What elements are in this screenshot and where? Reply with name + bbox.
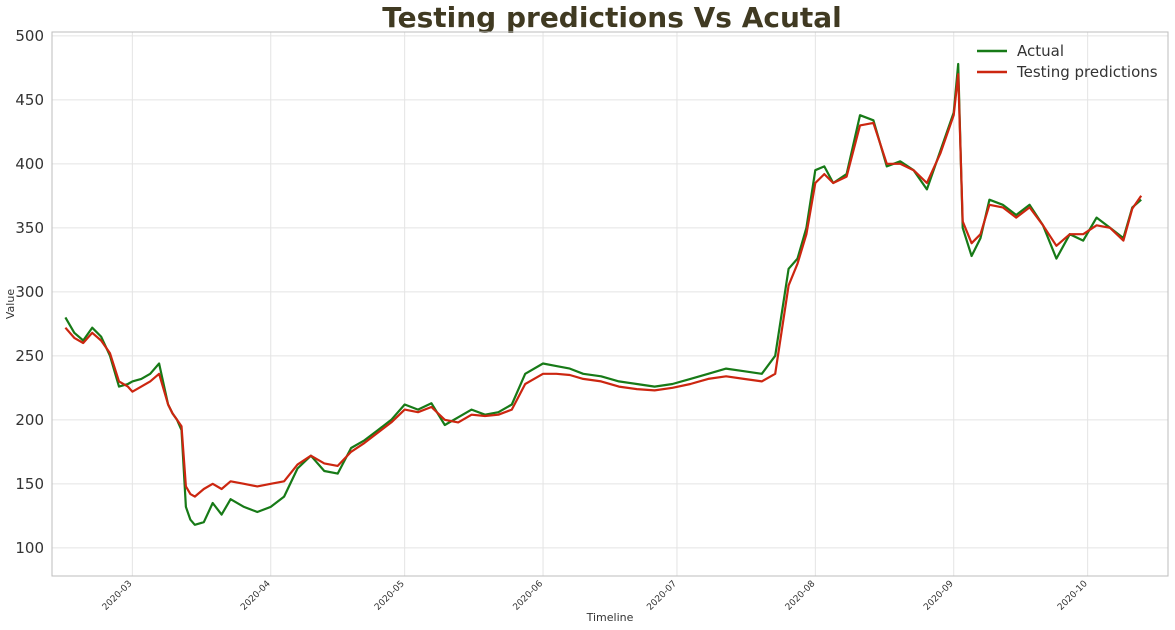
legend: Actual Testing predictions xyxy=(977,42,1158,81)
x-tick-label: 2020-09 xyxy=(922,579,956,613)
series-layer xyxy=(64,62,1143,526)
y-tick-label: 400 xyxy=(15,155,44,173)
y-tick-label: 200 xyxy=(15,411,44,429)
x-axis-label: Timeline xyxy=(586,611,634,624)
x-tick-label: 2020-05 xyxy=(373,579,407,613)
legend-label-testing-predictions: Testing predictions xyxy=(1016,63,1158,81)
x-tick-label: 2020-07 xyxy=(645,579,679,613)
series-line-actual xyxy=(64,62,1142,526)
plot-frame xyxy=(51,31,1169,577)
x-tick-label: 2020-04 xyxy=(239,579,273,613)
x-tick-labels: 2020-03 2020-04 2020-05 2020-06 2020-07 2020-… xyxy=(101,579,1090,613)
x-tick-label: 2020-10 xyxy=(1056,579,1090,613)
grid-lines xyxy=(52,32,1168,576)
y-tick-label: 350 xyxy=(15,219,44,237)
y-tick-label: 250 xyxy=(15,347,44,365)
x-tick-label: 2020-03 xyxy=(101,579,135,613)
y-tick-labels: 100 150 200 250 300 350 400 450 500 xyxy=(15,27,44,557)
series-line-testing-predictions xyxy=(64,73,1143,498)
x-tick-label: 2020-08 xyxy=(784,579,818,613)
chart-title: Testing predictions Vs Acutal xyxy=(382,1,842,34)
y-tick-label: 100 xyxy=(15,539,44,557)
y-tick-label: 500 xyxy=(15,27,44,45)
x-tick-label: 2020-06 xyxy=(511,579,545,613)
y-tick-label: 300 xyxy=(15,283,44,301)
y-axis-label: Value xyxy=(4,289,17,319)
y-tick-label: 450 xyxy=(15,91,44,109)
legend-label-actual: Actual xyxy=(1017,42,1064,60)
y-tick-label: 150 xyxy=(15,475,44,493)
